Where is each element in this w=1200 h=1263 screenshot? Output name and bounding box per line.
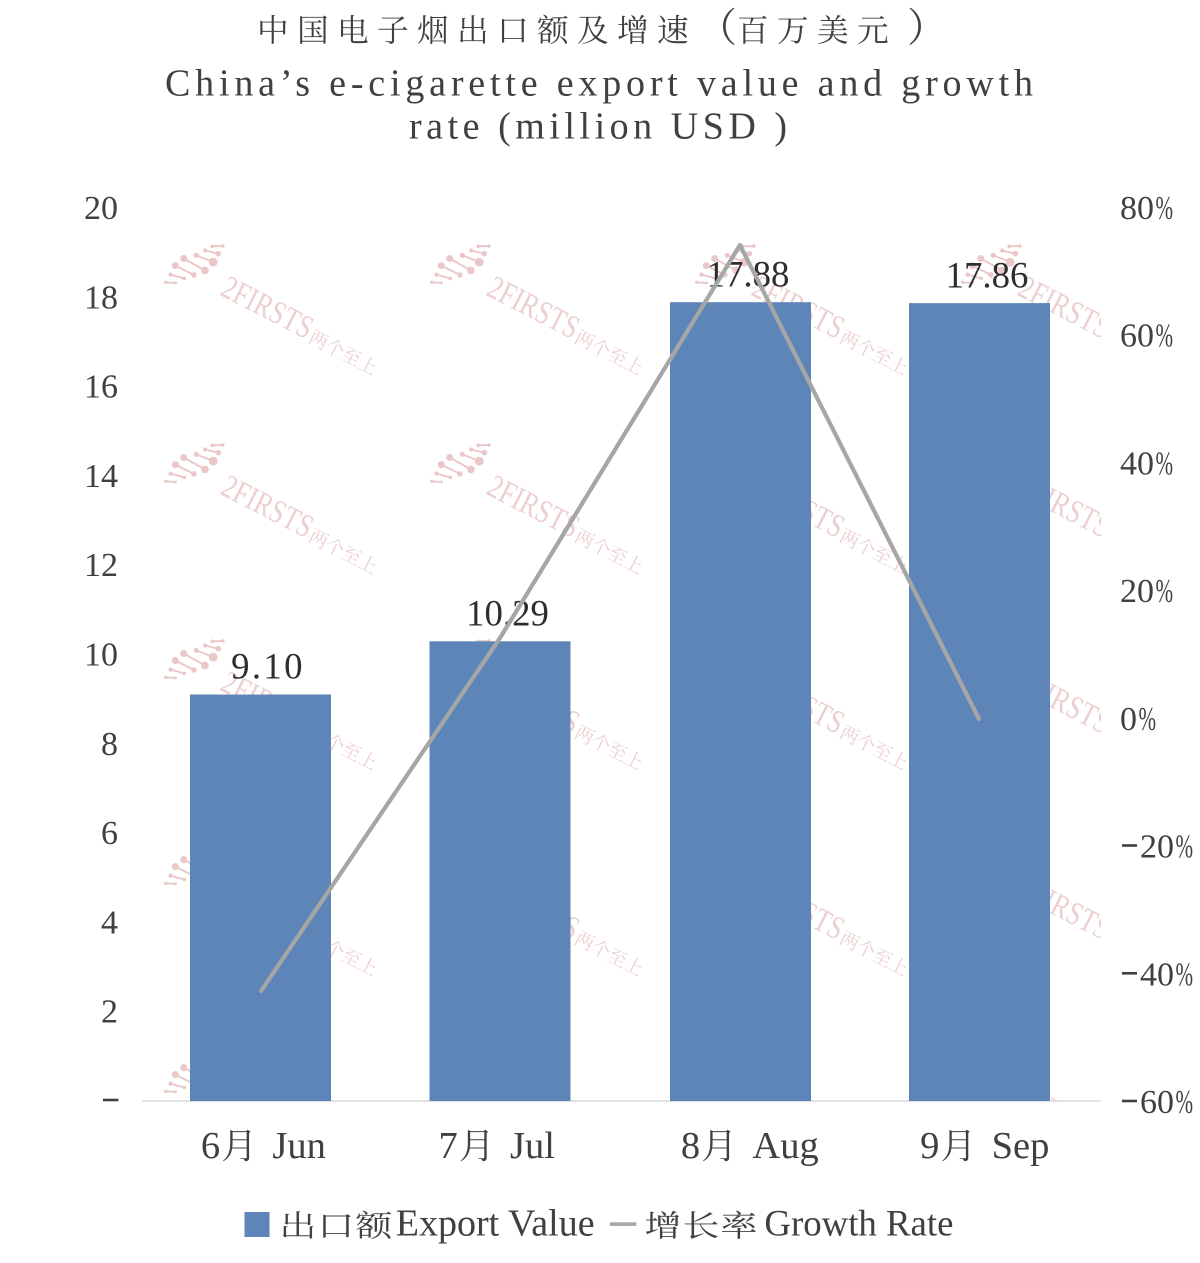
svg-text:9.10: 9.10: [231, 646, 305, 687]
svg-text:17.86: 17.86: [946, 254, 1029, 295]
svg-text:7: 7: [439, 1125, 458, 1167]
svg-text:%: %: [1156, 318, 1174, 355]
svg-text:2: 2: [101, 994, 118, 1031]
svg-text:%: %: [1156, 190, 1174, 227]
svg-text:Export Value: Export Value: [396, 1203, 595, 1245]
svg-text:Sep: Sep: [992, 1125, 1050, 1167]
svg-text:Jun: Jun: [272, 1125, 325, 1167]
svg-text:60: 60: [1120, 318, 1154, 355]
svg-text:%: %: [1139, 701, 1157, 738]
svg-text:16: 16: [84, 369, 118, 406]
svg-text:6: 6: [101, 815, 118, 852]
svg-text:Aug: Aug: [752, 1125, 818, 1167]
svg-text:4: 4: [101, 904, 118, 941]
svg-text:80: 80: [1120, 190, 1154, 227]
svg-text:40: 40: [1120, 445, 1154, 482]
svg-text:Jul: Jul: [510, 1125, 555, 1167]
svg-text:20: 20: [1120, 573, 1154, 610]
svg-text:8: 8: [681, 1125, 700, 1167]
svg-text:%: %: [1176, 1084, 1194, 1121]
svg-text:6: 6: [201, 1125, 220, 1167]
svg-text:60: 60: [1140, 1084, 1174, 1121]
svg-text:rate (million USD ): rate (million USD ): [409, 106, 787, 148]
svg-text:10: 10: [84, 637, 118, 674]
svg-text:20: 20: [84, 190, 118, 227]
svg-text:18: 18: [84, 279, 118, 316]
svg-text:14: 14: [84, 458, 118, 495]
svg-text:8: 8: [101, 726, 118, 763]
svg-text:%: %: [1156, 446, 1174, 483]
svg-text:12: 12: [84, 547, 118, 584]
svg-text:%: %: [1176, 956, 1194, 993]
svg-text:40: 40: [1140, 956, 1174, 993]
svg-text:Growth Rate: Growth Rate: [764, 1203, 953, 1244]
svg-text:%: %: [1156, 573, 1174, 610]
svg-text:0: 0: [1120, 701, 1137, 738]
svg-text:%: %: [1176, 829, 1194, 866]
svg-text:20: 20: [1140, 829, 1174, 866]
svg-text:9: 9: [920, 1125, 939, 1167]
